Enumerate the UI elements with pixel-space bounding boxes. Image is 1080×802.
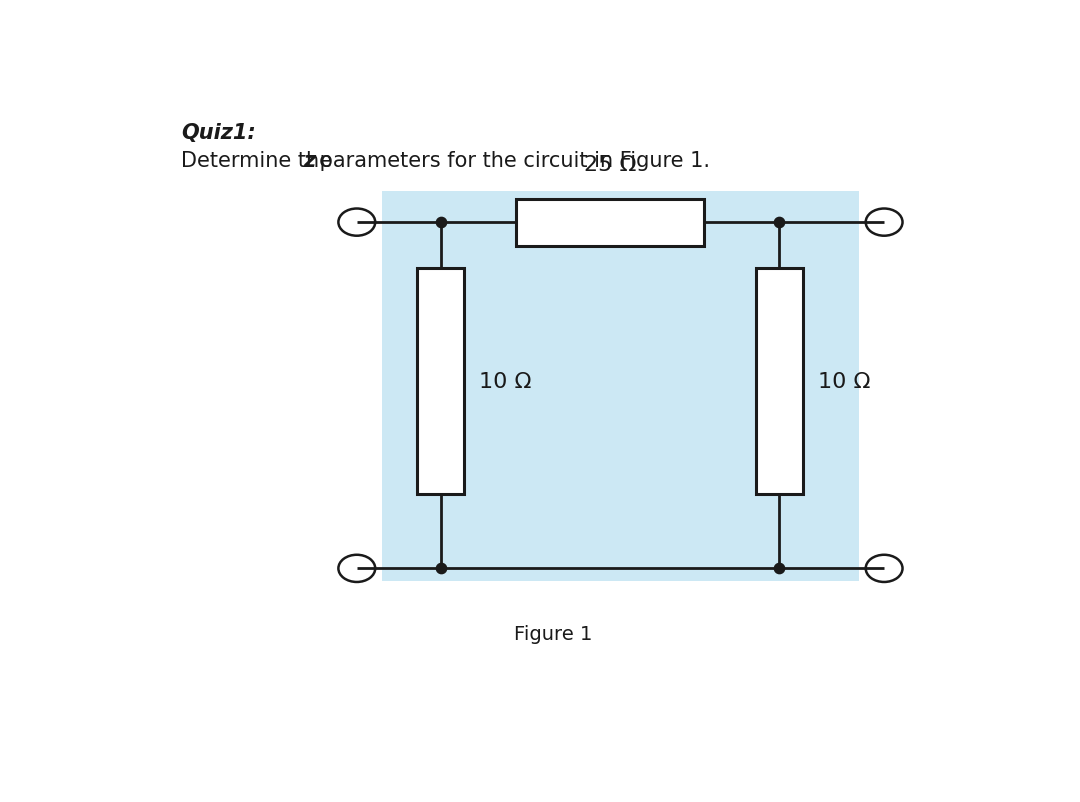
- Text: 10 Ω: 10 Ω: [480, 372, 531, 392]
- Text: z: z: [303, 151, 315, 171]
- Bar: [516, 200, 704, 246]
- Text: Determine the: Determine the: [181, 151, 339, 171]
- Point: [771, 217, 788, 229]
- Point: [771, 562, 788, 575]
- Text: Figure 1: Figure 1: [514, 624, 593, 643]
- Text: parameters for the circuit in Figure 1.: parameters for the circuit in Figure 1.: [312, 151, 710, 171]
- Text: Quiz1:: Quiz1:: [181, 124, 256, 144]
- Text: 10 Ω: 10 Ω: [818, 372, 870, 392]
- Bar: [756, 269, 802, 495]
- Text: 25 Ω: 25 Ω: [584, 155, 636, 175]
- Point: [432, 562, 449, 575]
- Bar: [417, 269, 464, 495]
- Point: [432, 217, 449, 229]
- Bar: [382, 192, 859, 581]
